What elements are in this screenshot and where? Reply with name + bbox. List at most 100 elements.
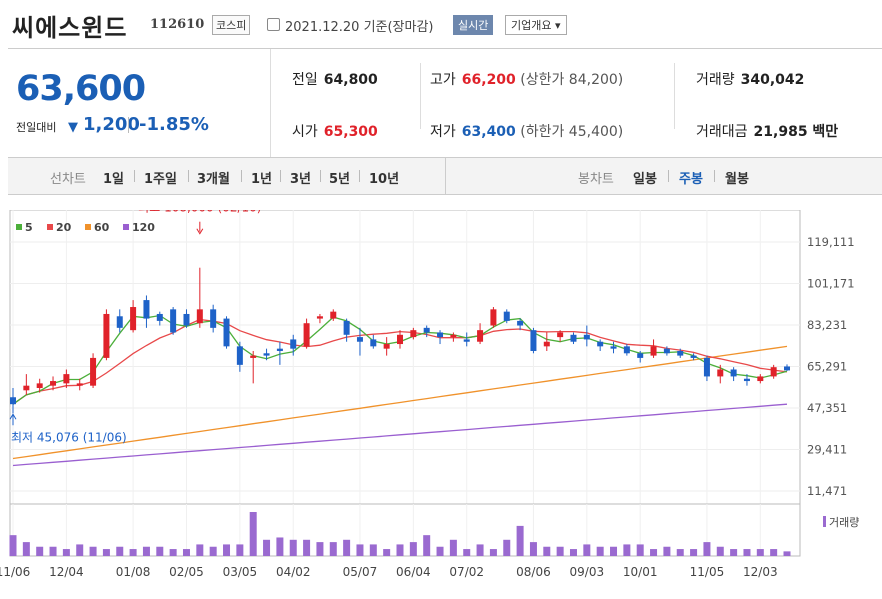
x-tick-label: 04/02 xyxy=(276,565,311,579)
candle-body xyxy=(36,383,43,388)
candle-body xyxy=(423,327,430,333)
down-triangle-icon: ▼ xyxy=(68,120,78,135)
volume-bar xyxy=(223,544,231,556)
company-overview-button[interactable]: 기업개요 ▾ xyxy=(505,15,567,35)
candle-body xyxy=(663,348,670,354)
candle-body xyxy=(263,353,270,356)
volume-bar xyxy=(529,542,537,556)
tab-5y[interactable]: 5년 xyxy=(329,172,351,187)
divider xyxy=(280,170,281,182)
volume-legend-swatch xyxy=(823,516,826,527)
legend-swatch xyxy=(85,224,91,230)
volume-bar xyxy=(303,539,311,556)
volume-bar xyxy=(249,512,257,556)
volume-bar xyxy=(369,544,377,556)
candle-body xyxy=(530,330,537,351)
trade-amount-label: 거래대금 xyxy=(696,124,748,140)
stock-code: 112610 xyxy=(150,17,205,32)
volume-bar xyxy=(196,544,204,556)
candle-body xyxy=(370,339,377,347)
volume-bar xyxy=(343,539,351,556)
volume-bar xyxy=(129,549,137,556)
candle-body xyxy=(543,341,550,347)
volume-bar xyxy=(409,542,417,556)
volume-bar xyxy=(289,539,297,556)
volume-bar xyxy=(36,546,44,556)
x-tick-label: 10/01 xyxy=(623,565,658,579)
quote-date: 2021.12.20 기준(장마감) xyxy=(285,20,434,35)
legend-label: 60 xyxy=(94,221,110,234)
candle-body xyxy=(303,323,310,347)
x-tick-label: 01/08 xyxy=(116,565,151,579)
candle-body xyxy=(50,381,57,386)
candle-body xyxy=(10,397,16,405)
candle-body xyxy=(477,330,484,342)
candle-body xyxy=(597,341,604,347)
volume-bar xyxy=(62,549,70,556)
tab-monthly[interactable]: 월봉 xyxy=(725,172,749,187)
candle-body xyxy=(743,378,750,382)
tab-3m[interactable]: 3개월 xyxy=(197,172,230,187)
candle-body xyxy=(397,334,403,345)
legend-label: 5 xyxy=(25,221,33,234)
candle-body xyxy=(143,300,150,319)
prev-close: 전일 64,800 xyxy=(292,69,378,89)
x-tick-label: 06/04 xyxy=(396,565,431,579)
candle-body xyxy=(196,309,203,324)
tab-weekly[interactable]: 주봉 xyxy=(679,172,703,187)
open-value: 65,300 xyxy=(323,124,378,140)
candle-body xyxy=(570,334,577,342)
ma-line-120 xyxy=(12,403,788,467)
x-tick-label: 02/05 xyxy=(169,565,204,579)
x-tick-label: 03/05 xyxy=(223,565,258,579)
volume-bar xyxy=(636,544,644,556)
stock-header: 씨에스윈드 112610 코스피 2021.12.20 기준(장마감) 실시간 … xyxy=(0,0,882,42)
volume-bar xyxy=(676,549,684,556)
divider xyxy=(320,170,321,182)
candle-body xyxy=(383,344,390,349)
tab-daily[interactable]: 일봉 xyxy=(633,172,657,187)
tab-3y[interactable]: 3년 xyxy=(290,172,312,187)
volume-bar xyxy=(596,546,604,556)
candle-body xyxy=(450,334,457,338)
high-price: 고가 66,200 (상한가 84,200) xyxy=(430,69,623,89)
volume-bar xyxy=(476,544,484,556)
candle-body xyxy=(210,309,217,328)
x-tick-label: 05/07 xyxy=(343,565,378,579)
volume-bar xyxy=(770,549,778,556)
low-arrow-head xyxy=(9,413,17,420)
market-badge: 코스피 xyxy=(212,15,251,35)
divider xyxy=(445,158,446,194)
volume-bar xyxy=(116,546,124,556)
candle-body xyxy=(730,369,737,377)
clock-icon xyxy=(267,18,280,31)
tab-1w[interactable]: 1주일 xyxy=(144,172,177,187)
tab-1d[interactable]: 1일 xyxy=(103,172,125,187)
candle-body xyxy=(610,346,617,349)
trade-amount-value: 21,985 백만 xyxy=(753,124,839,140)
volume-bar xyxy=(89,546,97,556)
candle-body xyxy=(677,350,684,356)
candle-body xyxy=(116,316,123,328)
ma-line-5 xyxy=(12,314,788,405)
volume-bar xyxy=(356,544,364,556)
open-label: 시가 xyxy=(292,124,318,140)
candle-body xyxy=(316,316,323,319)
volume-bar xyxy=(556,546,564,556)
realtime-button[interactable]: 실시간 xyxy=(453,15,494,35)
candle-body xyxy=(156,313,163,321)
x-tick-label: 12/03 xyxy=(743,565,778,579)
candle-body xyxy=(717,369,724,377)
candle-chart-label: 봉차트 xyxy=(578,172,614,187)
lower-limit: (하한가 45,400) xyxy=(520,124,624,140)
current-price: 63,600 xyxy=(16,69,146,109)
y-tick-label: 83,231 xyxy=(807,318,847,332)
tab-1y[interactable]: 1년 xyxy=(251,172,273,187)
candle-body xyxy=(650,346,657,356)
tab-10y[interactable]: 10년 xyxy=(369,172,400,187)
volume-bar xyxy=(623,544,631,556)
divider xyxy=(359,170,360,182)
high-label: 고가 xyxy=(430,72,456,88)
volume-label: 거래량 xyxy=(696,72,735,88)
upper-limit: (상한가 84,200) xyxy=(520,72,624,88)
